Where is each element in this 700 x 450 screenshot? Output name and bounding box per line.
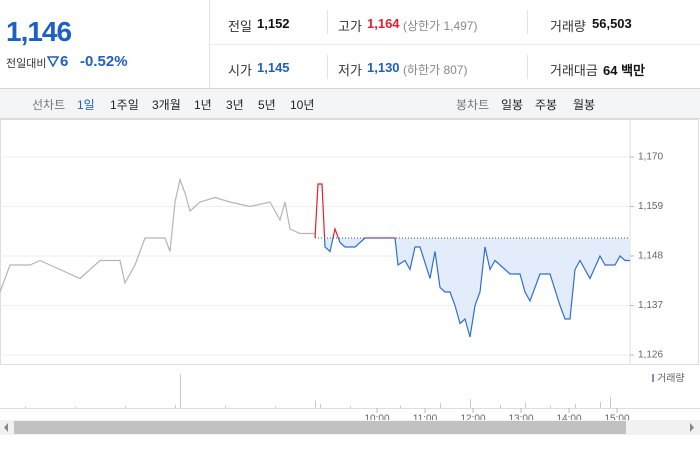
info-label: 시가 — [228, 63, 252, 78]
info-label: 고가 — [338, 19, 362, 34]
volume-bar — [440, 403, 441, 408]
scrollbar-thumb — [14, 421, 626, 434]
volume-bar — [500, 404, 501, 408]
x-tick-label: 13:00 — [508, 414, 533, 425]
scroll-arrow — [690, 423, 694, 432]
down-icon — [47, 56, 59, 67]
tab-option[interactable]: 1주일 — [110, 98, 139, 112]
change-rate: -0.52% — [80, 53, 128, 70]
area — [315, 238, 630, 337]
tab-option[interactable]: 5년 — [258, 98, 276, 112]
info-value: 1,145 — [257, 60, 290, 75]
tab-option[interactable]: 1일 — [77, 98, 95, 112]
tab-label: 봉차트 — [456, 98, 490, 112]
legend-label: 거래량 — [657, 373, 685, 385]
info-value: 64 백만 — [603, 63, 645, 78]
info-value: 1,130 — [367, 60, 400, 75]
line-down — [315, 238, 630, 338]
x-tick-label: 11:00 — [413, 414, 438, 425]
tab-option[interactable]: 월봉 — [573, 98, 596, 112]
info-note: (상한가 1,497) — [403, 19, 478, 33]
volume-bar — [275, 406, 276, 408]
volume-bar — [125, 406, 126, 408]
divider — [210, 44, 700, 45]
line — [0, 177, 315, 293]
tab-bar: 선차트 1일 1주일 3개월 1년 3년 5년 10년 봉차트 일봉 주봉 월봉 — [0, 89, 700, 119]
scroll-arrow — [4, 423, 8, 432]
volume-bar — [350, 406, 351, 408]
price: 1,146 — [6, 16, 72, 47]
volume-bar — [225, 405, 226, 408]
tab-option[interactable]: 3개월 — [152, 98, 181, 112]
chart: 1,170 1,159 1,148 1,137 1,126 거래량 10:00 11:00 12… — [0, 119, 700, 435]
volume-bar — [550, 405, 551, 408]
quote-header: 1,146 전일대비 6 -0.52% 전일 1,152 고가 1,164 (상… — [0, 0, 700, 89]
tab-option[interactable]: 10년 — [290, 98, 315, 112]
info-value: 1,164 — [367, 16, 400, 31]
volume-bar — [320, 404, 321, 408]
x-tick-label: 14:00 — [556, 414, 581, 425]
volume-bar — [470, 399, 471, 408]
divider — [527, 10, 528, 34]
volume-bar — [25, 406, 26, 408]
y-tick-label: 1,159 — [638, 201, 663, 212]
y-tick-label: 1,137 — [638, 300, 663, 311]
volume-bar — [575, 404, 576, 408]
change: 6 — [60, 53, 69, 70]
y-tick-label: 1,126 — [638, 350, 663, 361]
volume-bar — [180, 374, 181, 408]
divider — [527, 55, 528, 79]
x-tick-label: 12:00 — [460, 414, 485, 425]
tab-option[interactable]: 일봉 — [501, 98, 524, 112]
info-label: 저가 — [338, 63, 362, 78]
legend-swatch — [652, 374, 654, 382]
divider — [209, 0, 210, 88]
y-tick-label: 1,170 — [638, 152, 663, 163]
volume-bar — [525, 402, 526, 408]
tab-option[interactable]: 3년 — [226, 98, 244, 112]
info-value: 56,503 — [592, 16, 632, 31]
volume-bar — [400, 405, 401, 408]
y-tick-label: 1,148 — [638, 251, 663, 262]
change-label: 전일대비 — [6, 58, 47, 70]
tab-option[interactable]: 주봉 — [535, 98, 558, 112]
plot-frame — [0, 119, 699, 365]
volume-bar — [175, 404, 176, 408]
tab-option[interactable]: 1년 — [194, 98, 212, 112]
volume-bar — [610, 396, 611, 408]
info-label: 전일 — [228, 19, 252, 34]
info-label: 거래대금 — [550, 63, 598, 78]
volume-bar — [75, 406, 76, 408]
info-label: 거래량 — [550, 19, 586, 34]
divider — [327, 10, 328, 34]
volume-bar — [600, 401, 601, 408]
x-tick-label: 10:00 — [364, 414, 389, 425]
divider — [327, 55, 328, 79]
info-note: (하한가 807) — [403, 63, 468, 77]
info-value: 1,152 — [257, 16, 290, 31]
x-tick-label: 15:00 — [604, 414, 629, 425]
volume-bar — [315, 400, 316, 408]
tab-label: 선차트 — [32, 98, 66, 112]
